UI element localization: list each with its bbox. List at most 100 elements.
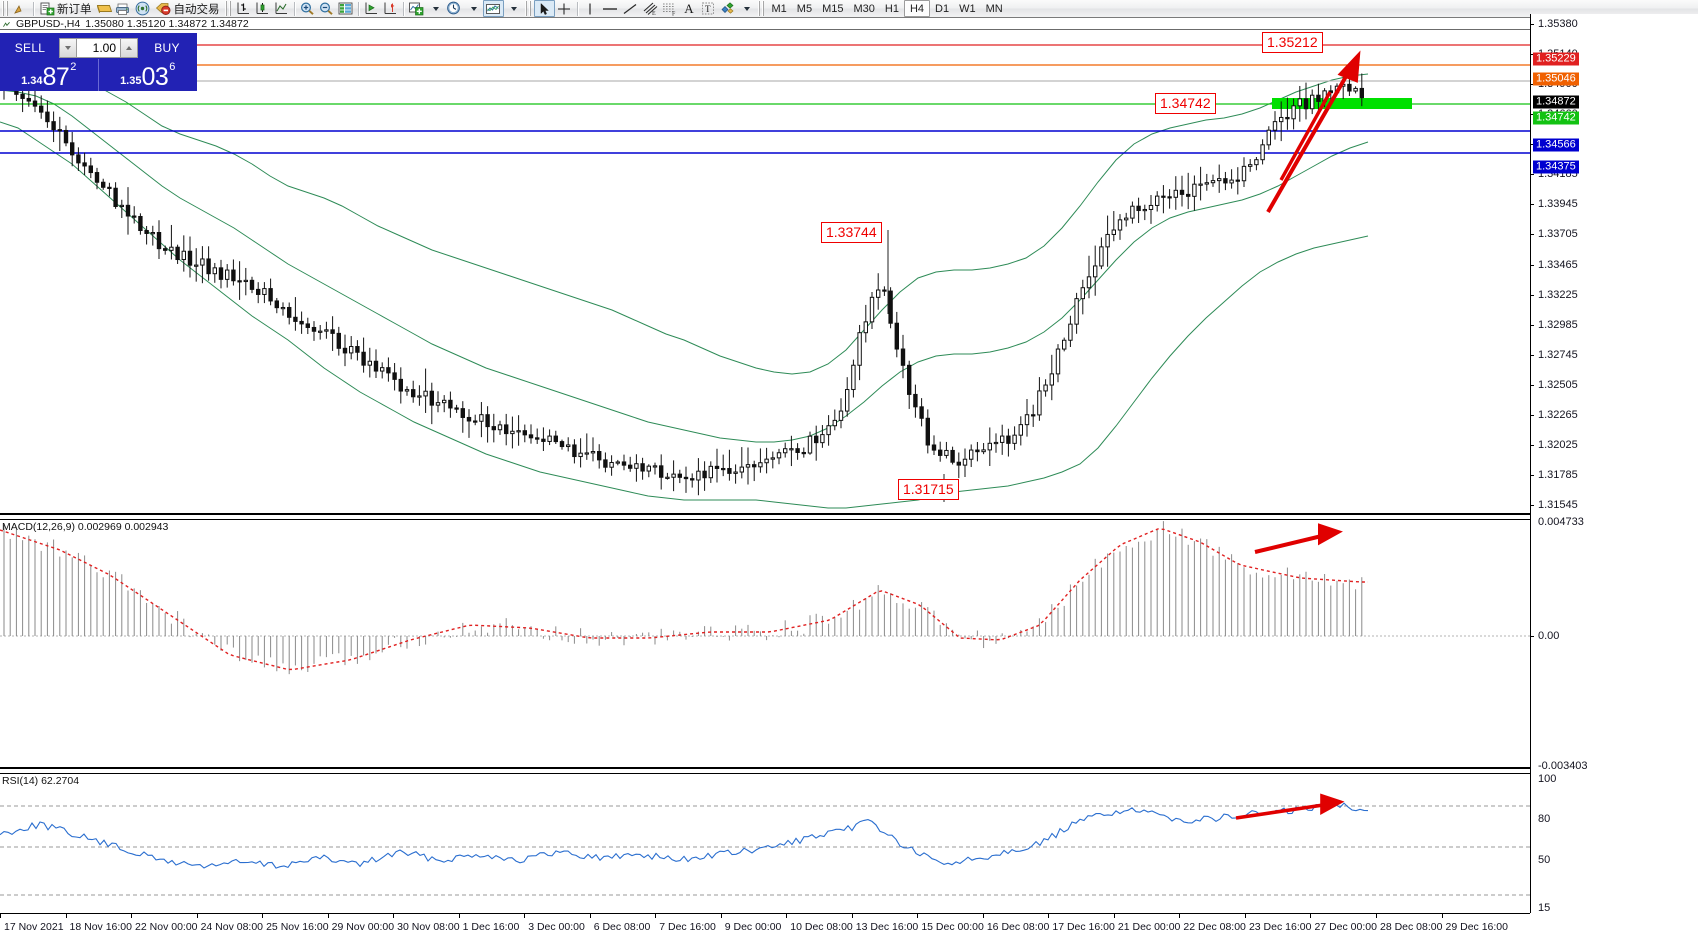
volume-stepper[interactable]: 1.00 — [59, 37, 138, 58]
candle-body — [900, 348, 906, 366]
text-label-button[interactable]: T — [699, 1, 718, 16]
indicators-dropdown[interactable] — [426, 1, 445, 16]
support-level-badge[interactable]: 1.34742 — [1533, 111, 1579, 125]
timeframe-d1-button[interactable]: D1 — [935, 2, 950, 15]
cursor-button[interactable] — [533, 0, 555, 17]
candle-body — [299, 320, 304, 325]
bid-quote[interactable]: 1.34 87 2 — [0, 59, 99, 91]
candle-body — [696, 470, 701, 481]
sell-button[interactable]: SELL — [14, 40, 46, 55]
candle-body — [913, 393, 918, 408]
chart-ohlc-label: 1.35080 1.35120 1.34872 1.34872 — [85, 18, 249, 30]
folder-icon-button[interactable] — [95, 1, 114, 16]
templates-dropdown[interactable] — [504, 1, 523, 16]
shapes-dropdown[interactable] — [737, 1, 756, 16]
grid-icon-button[interactable] — [336, 1, 355, 16]
annotation-swing-high[interactable]: 1.33744 — [821, 222, 882, 243]
fibonacci-button[interactable]: F — [660, 1, 680, 16]
zoom-in-button[interactable] — [298, 1, 317, 16]
bid-price-fraction: 2 — [70, 61, 77, 73]
price-tick-label: 1.32985 — [1538, 318, 1578, 331]
candle-body — [491, 426, 497, 431]
candle-body — [516, 430, 521, 433]
candle-body — [783, 448, 788, 454]
printer-icon-button[interactable] — [114, 1, 133, 16]
candle-body — [1204, 182, 1209, 185]
volume-decrease-button[interactable] — [59, 37, 77, 58]
toolbar-grip-3[interactable] — [524, 1, 532, 16]
blue-level-badge-2[interactable]: 1.34375 — [1533, 160, 1579, 174]
templates-button[interactable] — [482, 0, 504, 17]
candle-body — [20, 93, 25, 99]
chart-shift-button[interactable] — [381, 1, 400, 16]
line-chart-icon-button[interactable] — [272, 1, 291, 16]
timeframe-m1-button[interactable]: M1 — [771, 2, 787, 15]
candlestick-icon-button[interactable] — [253, 1, 272, 16]
timeframe-h4-button[interactable]: H4 — [903, 0, 930, 17]
periods-button[interactable] — [445, 1, 464, 16]
equidistant-channel-button[interactable]: E — [640, 1, 660, 16]
candle-body — [838, 410, 844, 421]
time-axis[interactable]: 17 Nov 2021 18 Nov 16:00 22 Nov 00:00 24 No… — [0, 913, 1530, 934]
blue-level-badge-1[interactable]: 1.34566 — [1533, 138, 1579, 152]
timeframe-m15-button[interactable]: M15 — [822, 2, 844, 15]
volume-increase-button[interactable] — [120, 37, 138, 58]
toolbar-grip-4[interactable] — [757, 1, 765, 16]
zoom-out-button[interactable] — [317, 1, 336, 16]
toolbar-grip-2[interactable] — [224, 1, 232, 16]
timeframe-m5-button[interactable]: M5 — [796, 2, 813, 15]
macd-caption: MACD(12,26,9) 0.002969 0.002943 — [2, 521, 169, 533]
auto-scroll-button[interactable] — [362, 1, 381, 16]
candle-body — [392, 372, 397, 380]
bar-chart-icon-button[interactable] — [234, 1, 253, 16]
signal-icon-button[interactable] — [133, 1, 152, 16]
time-tick — [327, 914, 329, 918]
macd-subwindow[interactable] — [0, 519, 1530, 769]
timeframe-m30-button[interactable]: M30 — [853, 2, 875, 15]
toolbar-grip[interactable] — [2, 1, 9, 16]
annotation-high-target[interactable]: 1.35212 — [1262, 32, 1323, 53]
text-button[interactable]: A — [684, 0, 694, 16]
crosshair-button[interactable] — [555, 1, 574, 16]
candle-body — [349, 346, 354, 354]
candle-body — [590, 451, 596, 454]
rsi-trend-arrow — [1235, 793, 1345, 820]
ask-quote[interactable]: 1.35 03 6 — [99, 59, 198, 91]
candle-body — [76, 154, 81, 164]
volume-input[interactable]: 1.00 — [77, 37, 120, 58]
price-axis[interactable]: 1.353801.351401.349001.346601.344201.341… — [1530, 14, 1698, 914]
candle-body — [1006, 435, 1011, 444]
candle-body — [1235, 179, 1240, 182]
auto-trading-button[interactable]: 自动交易 — [152, 1, 223, 16]
ask-level-badge[interactable]: 1.35229 — [1533, 52, 1579, 66]
vertical-line-button[interactable] — [581, 1, 600, 16]
candle-body — [206, 258, 211, 275]
candle-body — [94, 172, 100, 183]
toolbar-partial-icon[interactable] — [11, 1, 30, 16]
timeframe-w1-button[interactable]: W1 — [959, 2, 976, 15]
time-tick — [393, 914, 395, 918]
orange-level-badge[interactable]: 1.35046 — [1533, 72, 1579, 86]
price-tick-label: 1.33945 — [1538, 198, 1578, 211]
candle-body — [169, 246, 174, 251]
one-click-trading-panel[interactable]: SELL 1.00 BUY 1.34 87 2 1.35 03 6 — [0, 33, 197, 91]
time-axis-label: 21 Dec 00:00 — [1117, 921, 1181, 933]
time-tick — [196, 914, 198, 918]
trendline-button[interactable] — [620, 1, 640, 16]
annotation-support[interactable]: 1.34742 — [1155, 93, 1216, 114]
main-price-chart[interactable] — [0, 30, 1530, 515]
horizontal-line-button[interactable] — [600, 1, 620, 16]
annotation-swing-low[interactable]: 1.31715 — [898, 479, 959, 500]
bid-price-badge[interactable]: 1.34872 — [1533, 95, 1579, 109]
shapes-button[interactable] — [718, 1, 737, 16]
periods-dropdown[interactable] — [464, 1, 483, 16]
rsi-subwindow[interactable] — [0, 773, 1530, 913]
timeframe-mn-button[interactable]: MN — [985, 2, 1003, 15]
candle-body — [1148, 204, 1154, 210]
candle-body — [993, 441, 999, 445]
buy-button[interactable]: BUY — [154, 40, 180, 55]
timeframe-h1-button[interactable]: H1 — [884, 2, 899, 15]
new-order-button[interactable]: 新订单 — [37, 1, 95, 16]
price-tick — [1530, 324, 1534, 326]
indicators-button[interactable] — [407, 1, 426, 16]
